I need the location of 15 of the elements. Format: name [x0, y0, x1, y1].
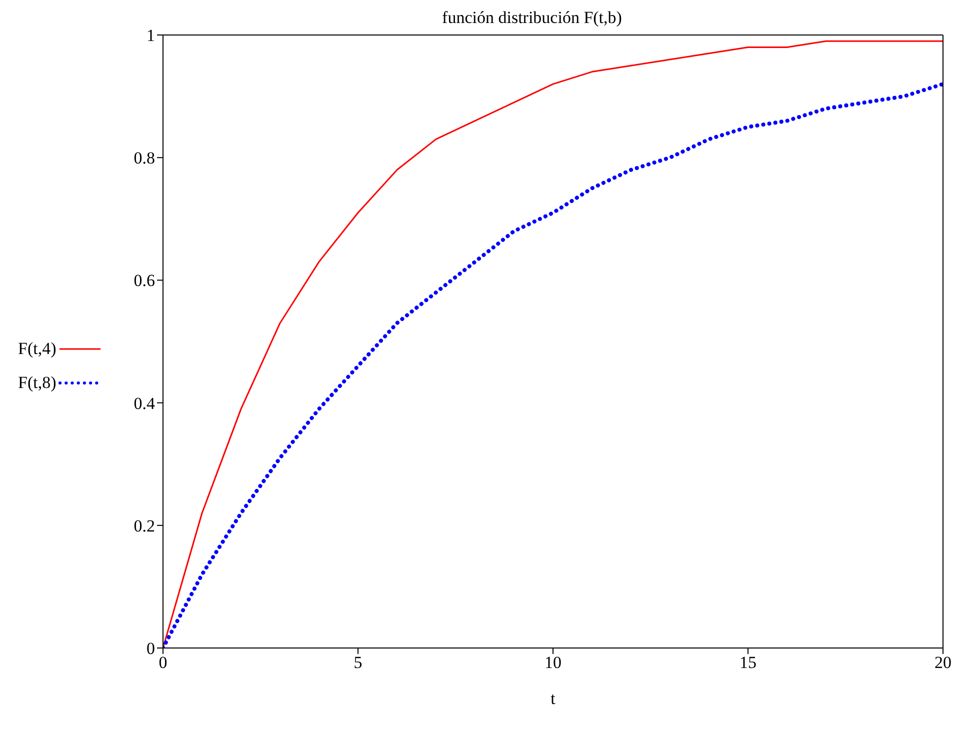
legend-label: F(t,8) [18, 373, 56, 393]
y-tick-label: 1 [146, 26, 155, 46]
y-tick-label: 0.2 [134, 516, 155, 536]
x-tick-label: 5 [354, 653, 362, 672]
legend-label: F(t,4) [18, 339, 56, 359]
x-tick-label: 0 [158, 653, 168, 672]
y-tick-label: 0.6 [134, 271, 155, 290]
y-tick-label: 0.8 [134, 148, 155, 168]
chart-title: función distribución F(t,b) [441, 8, 623, 28]
x-axis-title: t [550, 689, 556, 708]
x-tick-label: 20 [934, 653, 952, 672]
y-tick-label: 0.4 [134, 394, 156, 413]
x-tick-label: 15 [740, 653, 756, 672]
x-tick-label: 10 [544, 653, 562, 672]
y-tick-label: 0 [146, 639, 155, 658]
